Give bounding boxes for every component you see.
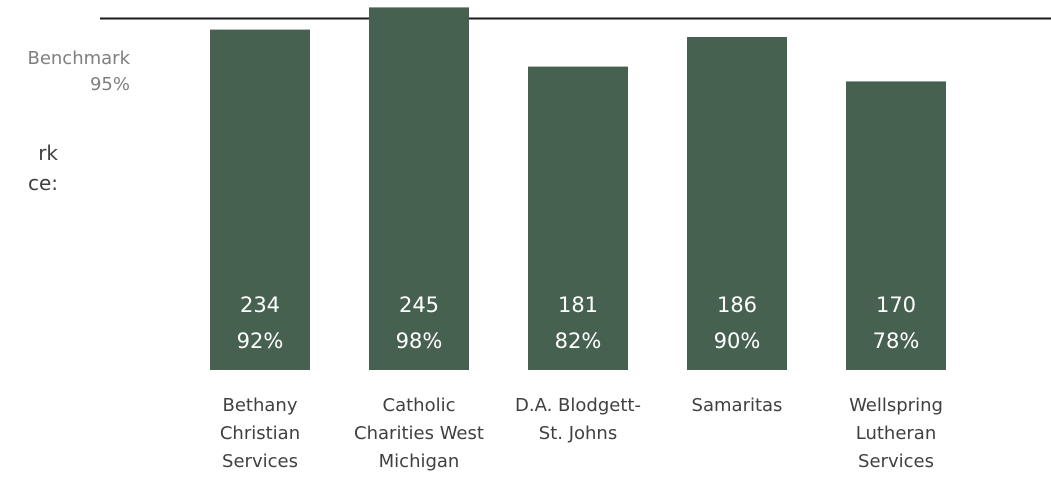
bar-3	[528, 66, 628, 370]
bar-4	[687, 37, 787, 370]
category-label-2: Catholic Charities West Michigan	[344, 392, 494, 476]
bar-value-label-5: 78%	[873, 329, 920, 353]
category-label-line: D.A. Blodgett-	[515, 395, 641, 416]
clipped-text-line-1: rk	[38, 141, 58, 165]
category-label-line: Services	[222, 451, 298, 472]
bar-count-label-2: 245	[399, 293, 439, 317]
bars-group: 234 92% 245 98% 181 82% 186 90% 170 78%	[210, 7, 946, 371]
bar-count-label-1: 234	[240, 293, 280, 317]
category-label-line: St. Johns	[538, 423, 618, 444]
clipped-text-line-2: ce:	[27, 171, 58, 195]
category-label-line: Michigan	[378, 451, 460, 472]
benchmark-label-title: Benchmark	[27, 48, 130, 69]
bar-count-label-4: 186	[717, 293, 757, 317]
bar-5	[846, 81, 946, 371]
bar-count-label-5: 170	[876, 293, 916, 317]
bar-count-label-3: 181	[558, 293, 598, 317]
bar-1	[210, 29, 310, 370]
category-label-line: Wellspring	[849, 395, 943, 416]
category-label-1: Bethany Christian Services	[185, 392, 335, 476]
bar-value-label-4: 90%	[714, 329, 761, 353]
category-label-line: Christian	[219, 423, 301, 444]
category-label-line: Samaritas	[691, 395, 783, 416]
category-label-line: Bethany	[222, 395, 298, 416]
bar-value-label-2: 98%	[396, 329, 443, 353]
bar-2	[369, 7, 469, 371]
benchmark-label: Benchmark 95%	[0, 46, 130, 98]
clipped-side-text: rk ce:	[0, 138, 58, 198]
bar-value-label-1: 92%	[237, 329, 284, 353]
bar-value-label-3: 82%	[555, 329, 602, 353]
category-label-5: Wellspring Lutheran Services	[821, 392, 971, 476]
category-label-line: Lutheran	[855, 423, 937, 444]
benchmark-label-value: 95%	[89, 74, 130, 95]
category-label-4: Samaritas	[662, 392, 812, 420]
category-label-line: Services	[858, 451, 934, 472]
category-label-line: Catholic	[382, 395, 456, 416]
category-label-line: Charities West	[354, 423, 484, 444]
category-label-3: D.A. Blodgett- St. Johns	[503, 392, 653, 448]
